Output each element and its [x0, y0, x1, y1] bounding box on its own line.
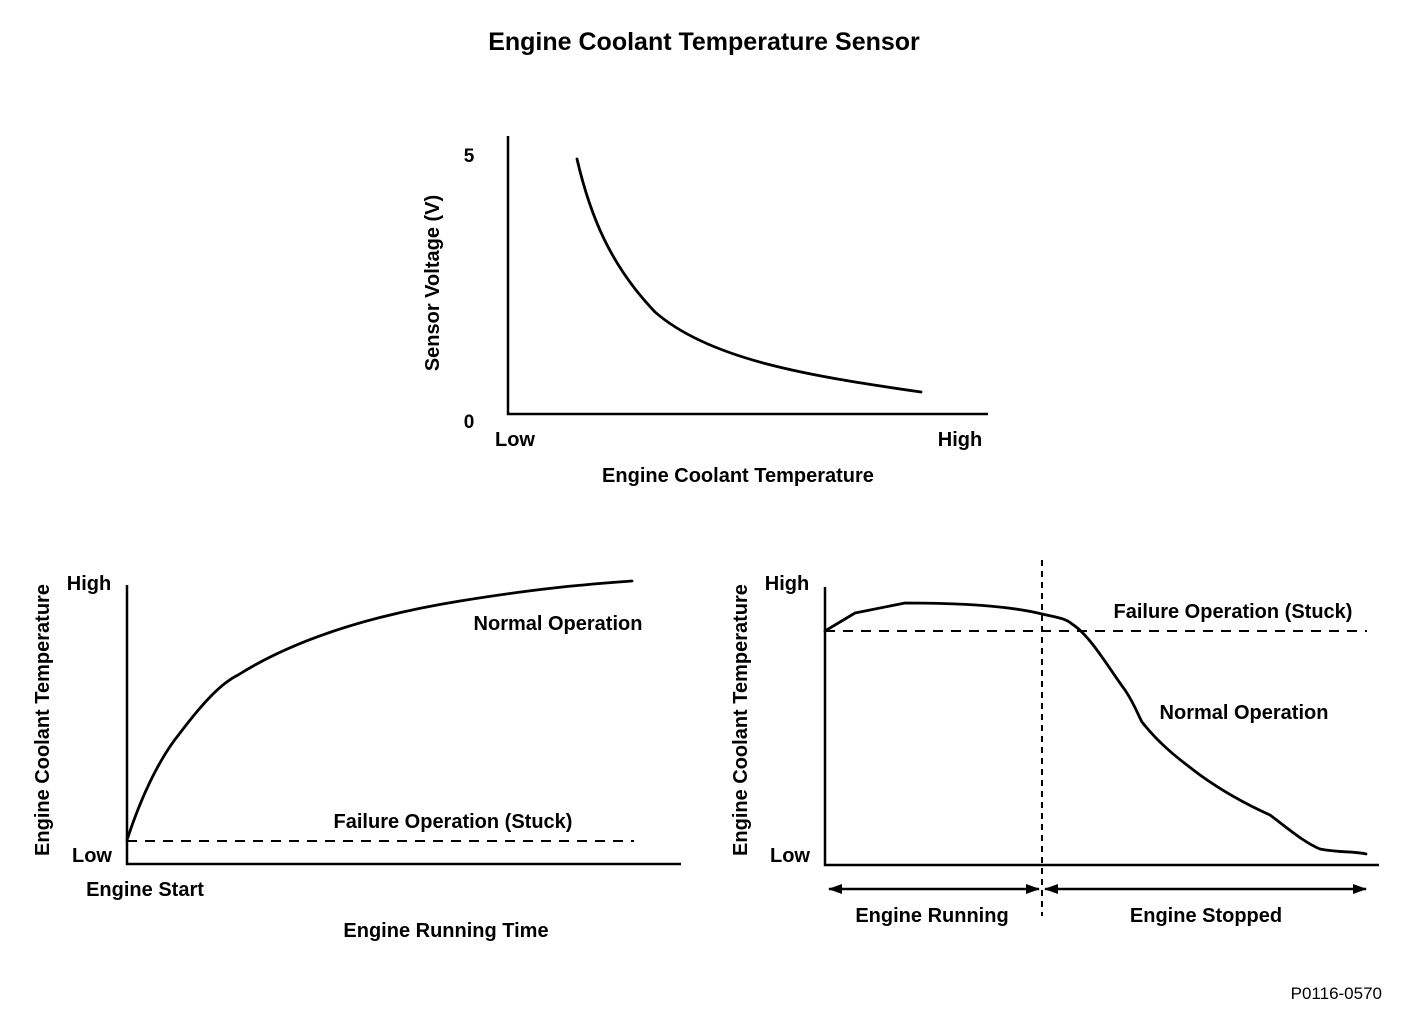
left-y-tick-low: Low: [72, 845, 112, 867]
engine-start-label: Engine Start: [86, 879, 204, 901]
right-failure-label: Failure Operation (Stuck): [1114, 601, 1353, 623]
voltage-curve: [575, 157, 923, 394]
left-normal-curve: [125, 579, 634, 842]
top-y-tick-0: 0: [464, 412, 475, 433]
top-y-tick-5: 5: [464, 146, 475, 167]
top-x-axis-label: Engine Coolant Temperature: [602, 465, 874, 487]
right-normal-label: Normal Operation: [1160, 702, 1329, 724]
left-y-tick-high: High: [67, 573, 111, 595]
top-chart-axes: [506, 136, 988, 416]
top-x-tick-high: High: [938, 429, 982, 451]
right-y-tick-high: High: [765, 573, 809, 595]
left-chart-axes: [125, 585, 681, 866]
right-y-axis-label: Engine Coolant Temperature: [730, 584, 752, 856]
cooldown-chart: High Low Engine Coolant Temperature Fail…: [730, 560, 1379, 927]
top-x-tick-low: Low: [495, 429, 535, 451]
left-x-axis-label: Engine Running Time: [343, 920, 548, 942]
sensor-voltage-chart: 5 0 Low High Engine Coolant Temperature …: [422, 136, 988, 487]
top-y-axis-label: Sensor Voltage (V): [422, 195, 444, 371]
left-failure-label: Failure Operation (Stuck): [334, 811, 573, 833]
page-title: Engine Coolant Temperature Sensor: [488, 28, 920, 56]
right-normal-curve: [823, 601, 1368, 856]
right-chart-axes: [823, 587, 1379, 867]
left-y-axis-label: Engine Coolant Temperature: [32, 584, 54, 856]
figure-code: P0116-0570: [1291, 984, 1382, 1003]
right-y-tick-low: Low: [770, 845, 810, 867]
left-normal-label: Normal Operation: [474, 613, 643, 635]
engine-stopped-label: Engine Stopped: [1130, 905, 1282, 927]
warmup-chart: High Low Engine Coolant Temperature Engi…: [32, 573, 681, 942]
engine-running-label: Engine Running: [855, 905, 1008, 927]
